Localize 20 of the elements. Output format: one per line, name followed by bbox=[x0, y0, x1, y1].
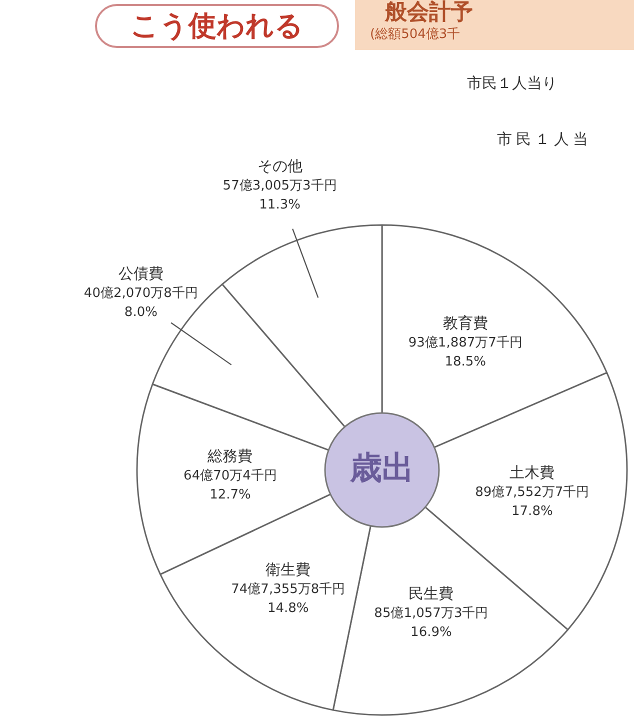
data-label: 64億70万4千円 12.7% bbox=[184, 468, 277, 503]
slice-label: 教育費 bbox=[442, 314, 488, 332]
text: 市民１人当り bbox=[467, 74, 557, 93]
slice-label: その他 bbox=[257, 157, 302, 176]
slice-label: 総務費 bbox=[206, 447, 253, 466]
slice-label: 衛生費 bbox=[266, 560, 311, 578]
data-label: 89億7,552万7千円 17.8% bbox=[475, 485, 590, 520]
data-label: 93億1,887万7千円 18.5% bbox=[408, 335, 522, 370]
chart-title: こう使われる bbox=[95, 4, 339, 48]
data-label: 57億3,005万3千円 11.3% bbox=[222, 178, 337, 213]
text: 市民１人当 bbox=[497, 130, 592, 149]
text: 歳出 bbox=[349, 448, 414, 486]
data-label: 74億7,355万8千円 14.8% bbox=[231, 582, 346, 616]
data-label: 40億2,070万8千円 8.0% bbox=[84, 286, 198, 320]
text: 般会計予 bbox=[384, 0, 474, 26]
slice-label: 民生費 bbox=[408, 584, 454, 603]
slice-label: 土木費 bbox=[510, 464, 555, 482]
slice-label: 公債費 bbox=[118, 264, 164, 283]
data-label: 85億1,057万3千円 16.9% bbox=[374, 606, 488, 640]
text: (総額504億3千 bbox=[369, 26, 462, 44]
